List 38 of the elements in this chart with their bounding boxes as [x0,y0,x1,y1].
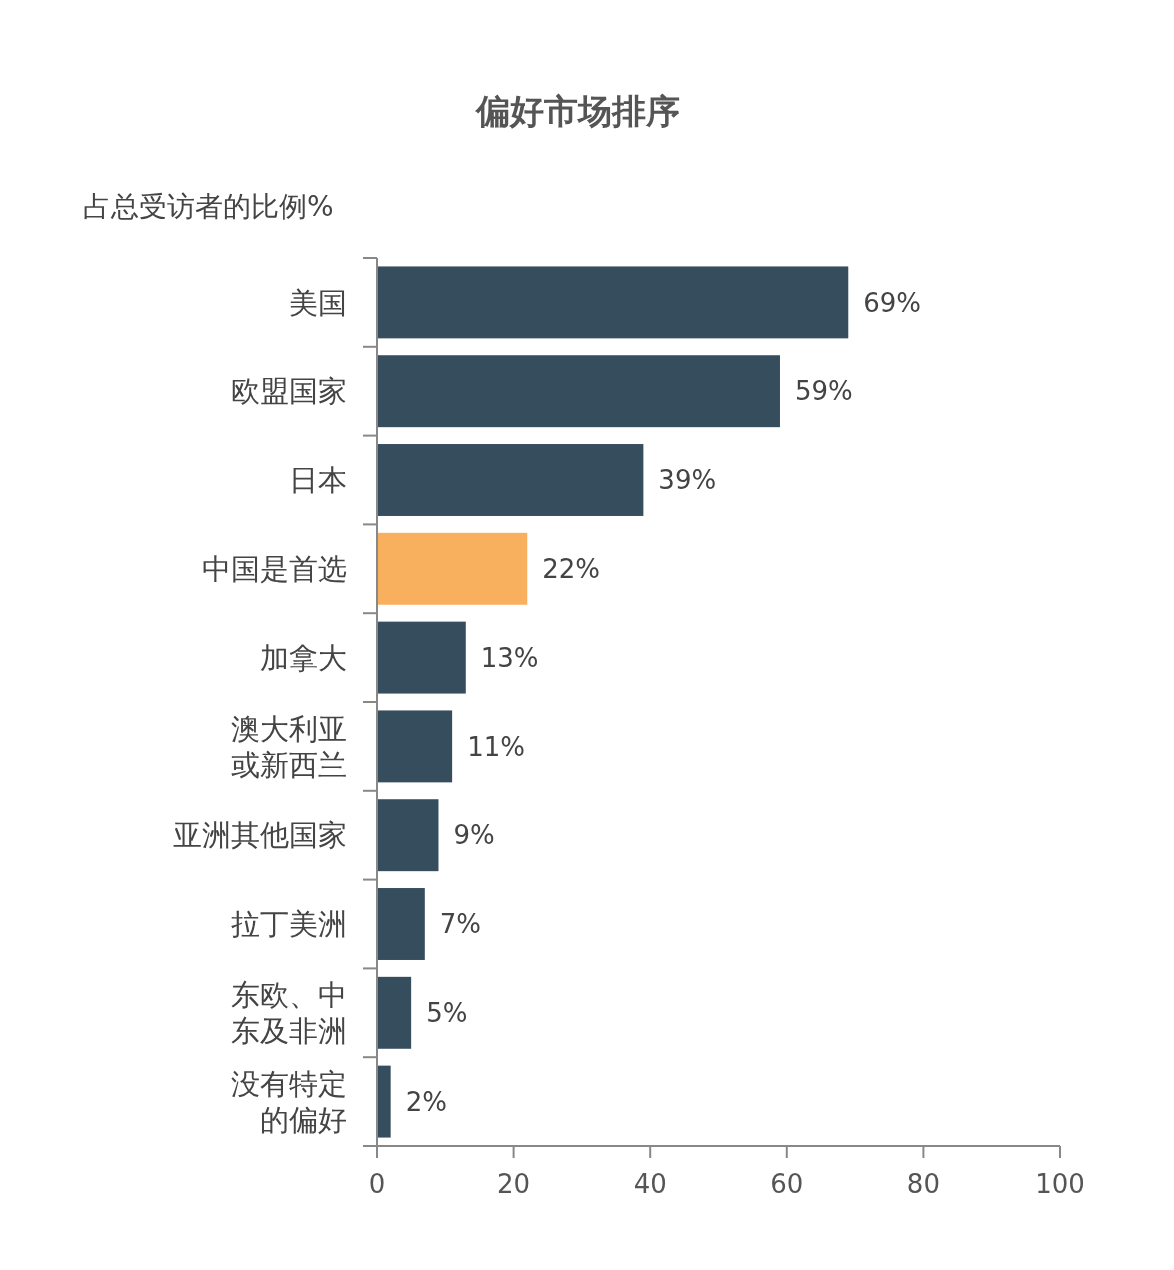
y-tick-label: 中国是首选 [202,551,347,586]
x-tick-label: 40 [633,1169,667,1200]
y-tick-label: 美国 [289,285,347,320]
data-label: 11% [467,731,525,762]
y-tick-label: 日本 [289,463,347,498]
data-label: 69% [863,287,922,318]
data-label: 39% [658,465,717,496]
data-label: 5% [426,997,468,1028]
y-tick-label: 加拿大 [260,640,347,675]
x-tick-label: 0 [368,1169,386,1200]
data-label: 2% [405,1086,447,1117]
y-tick-label: 澳大利亚或新西兰 [231,711,347,782]
y-tick-label: 亚洲其他国家 [173,818,347,853]
bar [377,799,439,872]
chart-subtitle: 占总受访者的比例% [83,189,334,223]
bar [377,444,644,516]
y-tick-label: 拉丁美洲 [231,907,347,942]
x-tick-label: 100 [1035,1169,1085,1200]
y-tick-label: 没有特定的偏好 [231,1066,347,1137]
chart-title: 偏好市场排序 [474,90,680,131]
bar [377,710,453,783]
data-label: 7% [439,909,482,940]
data-label: 59% [794,376,853,407]
data-label: 13% [480,642,539,673]
bar [377,888,425,960]
bar [377,1065,391,1138]
bar [377,355,780,428]
data-label: 9% [453,820,495,851]
x-tick-label: 60 [770,1169,804,1200]
data-label: 22% [542,553,601,584]
bar [377,976,412,1049]
bar [377,532,528,605]
bar [377,621,466,694]
y-tick-label: 东欧、中东及非洲 [231,977,347,1048]
y-tick-label: 欧盟国家 [231,374,347,409]
x-tick-label: 20 [497,1169,531,1200]
x-tick-label: 80 [906,1169,940,1200]
bar [377,266,849,339]
